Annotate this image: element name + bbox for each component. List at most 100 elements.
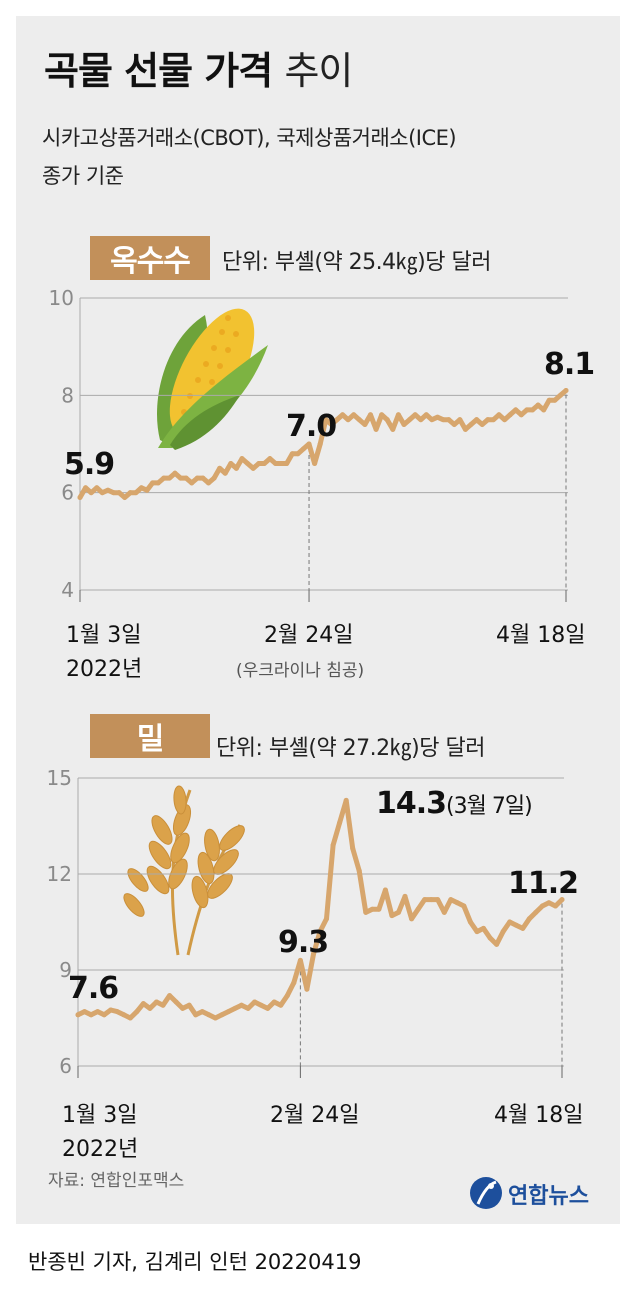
data-point [429, 417, 435, 423]
wheat-icon [123, 785, 245, 956]
data-point [362, 422, 368, 428]
data-point [304, 986, 310, 992]
data-point [88, 490, 94, 496]
data-point [428, 897, 434, 903]
data-point [267, 456, 273, 462]
data-point [343, 797, 349, 803]
data-point [83, 485, 89, 491]
data-point [389, 913, 395, 919]
data-point [180, 1005, 186, 1011]
data-point [415, 906, 421, 912]
data-point [183, 475, 189, 481]
credit-line: 반종빈 기자, 김계리 인턴 20220419 [28, 1250, 362, 1274]
y-tick-label: 10 [49, 286, 74, 310]
data-point [494, 941, 500, 947]
data-point [468, 422, 474, 428]
data-point [94, 485, 100, 491]
data-point [356, 868, 362, 874]
data-label: 14.3(3월 7일) [376, 786, 532, 821]
data-label: 8.1 [544, 347, 594, 382]
data-point [507, 412, 513, 418]
data-point [402, 893, 408, 899]
data-point [289, 451, 295, 457]
data-point [189, 480, 195, 486]
data-point [474, 929, 480, 935]
data-point [462, 426, 468, 432]
data-point [134, 1009, 140, 1015]
data-point [193, 1012, 199, 1018]
data-point [173, 999, 179, 1005]
y-tick-label: 15 [47, 766, 72, 790]
data-point [351, 412, 357, 418]
x-tick-label: 2월 24일 [264, 623, 353, 648]
data-point [167, 993, 173, 999]
data-point [250, 465, 256, 471]
subtitle-line-2: 종가 기준 [42, 164, 124, 188]
source-label: 자료: 연합인포맥스 [48, 1171, 185, 1191]
data-point [395, 909, 401, 915]
data-point [161, 475, 167, 481]
data-point [211, 475, 217, 481]
data-point [563, 387, 569, 393]
data-point [252, 999, 258, 1005]
data-point [552, 903, 558, 909]
data-point [328, 422, 334, 428]
data-point [295, 451, 301, 457]
logo-text: 연합뉴스 [508, 1183, 589, 1209]
data-point [116, 490, 122, 496]
data-point [114, 1009, 120, 1015]
data-point [222, 470, 228, 476]
data-point [409, 916, 415, 922]
data-point [446, 417, 452, 423]
data-point [95, 1009, 101, 1015]
data-point [513, 922, 519, 928]
data-point [345, 417, 351, 423]
data-point [557, 392, 563, 398]
y-tick-label: 6 [61, 481, 74, 505]
data-point [108, 1007, 114, 1013]
data-point [121, 1012, 127, 1018]
data-point [199, 1009, 205, 1015]
x-tick-sublabel: 2022년 [66, 657, 142, 682]
data-point [490, 417, 496, 423]
x-tick-label: 4월 18일 [496, 623, 585, 648]
chart-title-light: 추이 [284, 49, 353, 93]
data-point [481, 925, 487, 931]
data-point [312, 460, 318, 466]
data-point [166, 475, 172, 481]
data-point [206, 1012, 212, 1018]
data-point [284, 993, 290, 999]
data-point [487, 935, 493, 941]
data-point [467, 919, 473, 925]
data-point [384, 417, 390, 423]
data-point [539, 903, 545, 909]
data-point [138, 485, 144, 491]
corn-icon [157, 308, 268, 450]
data-point [552, 397, 558, 403]
data-point [239, 1002, 245, 1008]
data-point [507, 919, 513, 925]
data-point [225, 1009, 231, 1015]
data-point [284, 460, 290, 466]
data-point [496, 412, 502, 418]
data-point [291, 980, 297, 986]
data-point [127, 490, 133, 496]
data-point [500, 929, 506, 935]
data-point [105, 487, 111, 493]
data-point [133, 490, 139, 496]
data-point [367, 412, 373, 418]
data-label-suffix: (3월 7일) [446, 794, 532, 819]
data-point [441, 909, 447, 915]
data-point [529, 407, 535, 413]
data-point [228, 460, 234, 466]
data-point [337, 820, 343, 826]
wheat-unit-label: 단위: 부셸(약 27.2㎏)당 달러 [216, 736, 485, 761]
data-point [376, 906, 382, 912]
data-point [233, 465, 239, 471]
data-point [127, 1015, 133, 1021]
data-point [422, 897, 428, 903]
data-point [101, 1012, 107, 1018]
data-point [526, 916, 532, 922]
data-point [485, 417, 491, 423]
